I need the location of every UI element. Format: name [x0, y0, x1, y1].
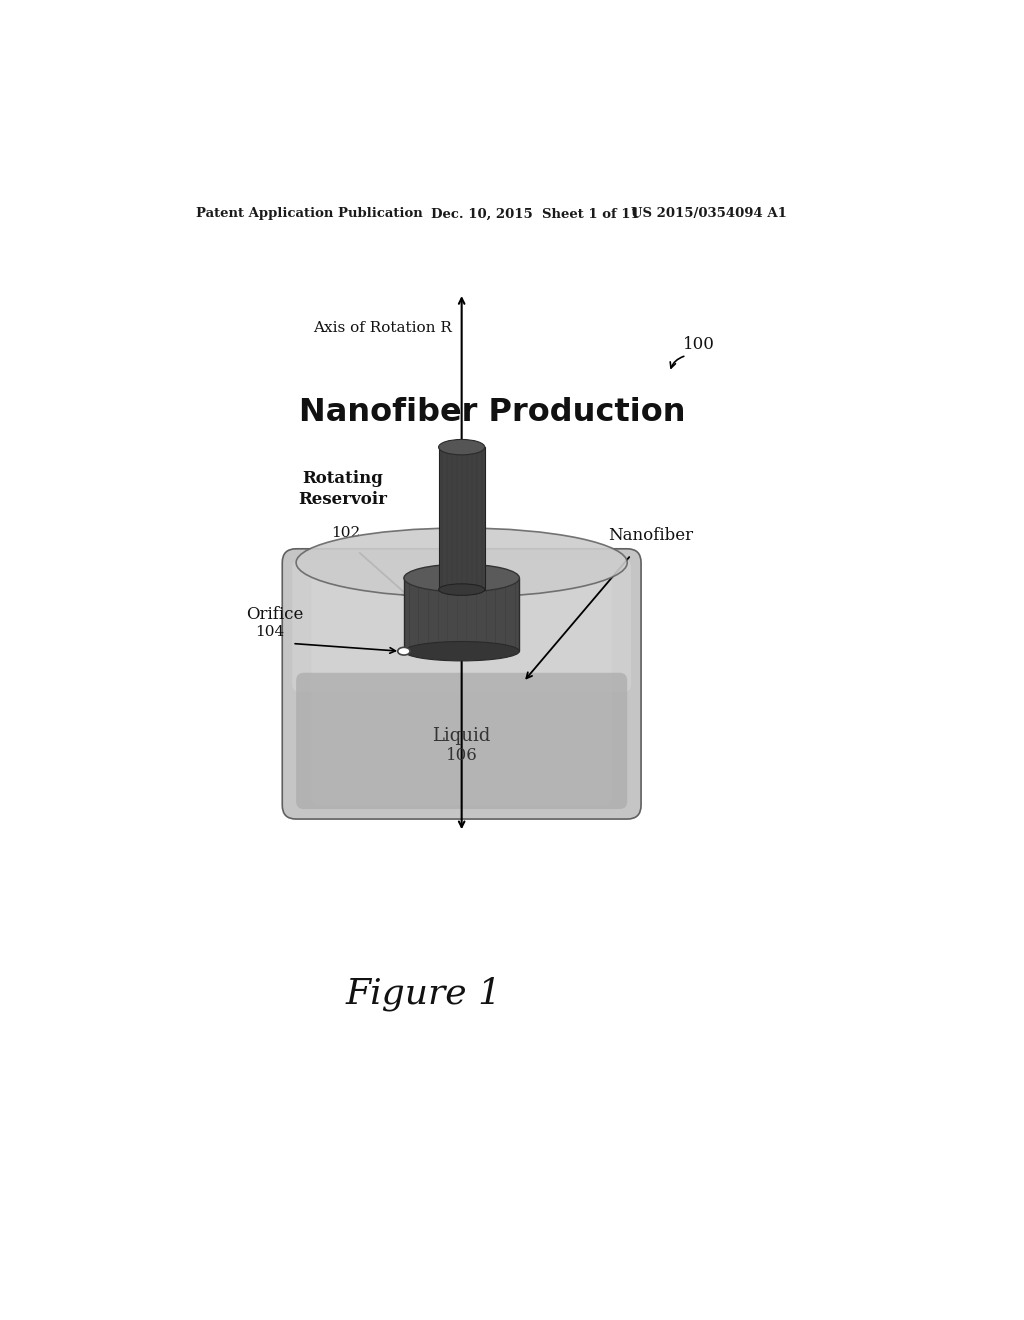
Text: 104: 104	[255, 624, 285, 639]
FancyBboxPatch shape	[292, 560, 631, 692]
FancyBboxPatch shape	[283, 549, 641, 818]
FancyBboxPatch shape	[403, 578, 519, 651]
Ellipse shape	[397, 647, 410, 655]
Text: Patent Application Publication: Patent Application Publication	[196, 207, 423, 220]
Text: Dec. 10, 2015  Sheet 1 of 11: Dec. 10, 2015 Sheet 1 of 11	[431, 207, 640, 220]
Text: Rotating
Reservoir: Rotating Reservoir	[298, 470, 387, 508]
Text: Nanofiber Production: Nanofiber Production	[299, 397, 686, 428]
Text: Nanofiber: Nanofiber	[608, 527, 693, 544]
FancyBboxPatch shape	[438, 447, 484, 590]
Text: 100: 100	[683, 337, 716, 354]
Ellipse shape	[438, 583, 484, 595]
Text: US 2015/0354094 A1: US 2015/0354094 A1	[631, 207, 786, 220]
Ellipse shape	[403, 642, 519, 661]
FancyBboxPatch shape	[296, 673, 628, 809]
FancyBboxPatch shape	[311, 562, 611, 805]
Ellipse shape	[403, 564, 519, 591]
Ellipse shape	[438, 440, 484, 455]
Text: Orifice: Orifice	[246, 606, 303, 623]
Ellipse shape	[296, 528, 628, 598]
Text: Liquid: Liquid	[432, 727, 490, 744]
Text: Axis of Rotation R: Axis of Rotation R	[313, 321, 453, 335]
Text: 106: 106	[445, 747, 477, 764]
Text: 102: 102	[331, 525, 360, 540]
Text: Figure 1: Figure 1	[345, 977, 501, 1011]
